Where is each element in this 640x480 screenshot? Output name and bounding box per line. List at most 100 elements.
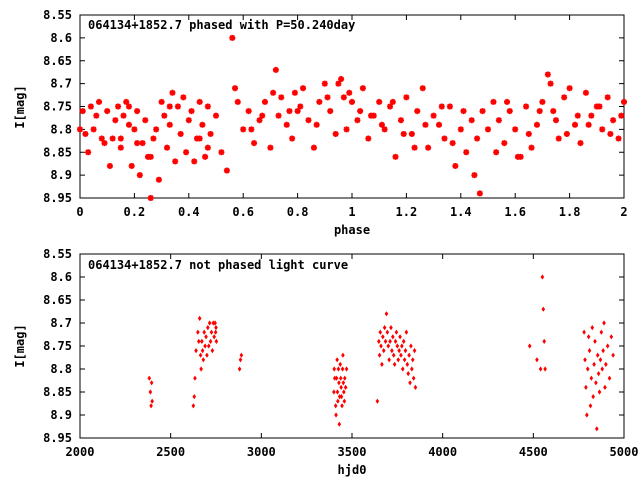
data-point <box>411 144 418 151</box>
x-tick-label: 1.2 <box>396 205 418 219</box>
data-point <box>139 140 146 147</box>
data-point <box>399 352 403 358</box>
data-point <box>177 130 184 137</box>
data-point <box>609 334 614 340</box>
data-point <box>385 329 390 335</box>
data-point <box>354 117 361 124</box>
data-point <box>338 361 343 367</box>
data-point <box>334 412 338 418</box>
data-point <box>150 398 154 404</box>
data-point <box>207 320 212 326</box>
data-point <box>339 394 344 400</box>
data-point <box>384 311 389 317</box>
data-point <box>601 348 605 354</box>
x-tick-label: 2 <box>620 205 627 219</box>
data-point <box>393 338 398 344</box>
data-point <box>104 108 111 115</box>
unphased-plot: 2000 2500 3000 3500 4000 4500 5000 8.55 8.6 8.65 8… <box>13 247 638 477</box>
data-point <box>201 357 206 363</box>
data-point <box>378 121 385 128</box>
data-point <box>336 398 340 404</box>
data-point <box>607 375 612 381</box>
data-point <box>544 71 551 78</box>
data-point <box>407 352 411 358</box>
data-point <box>267 144 274 151</box>
data-point <box>425 144 432 151</box>
data-point <box>474 135 481 142</box>
data-point <box>180 94 187 101</box>
data-point <box>599 329 604 335</box>
data-point <box>136 172 143 179</box>
data-point <box>392 361 397 367</box>
data-point <box>605 343 610 349</box>
data-point <box>553 117 559 124</box>
data-point <box>90 126 97 133</box>
data-point <box>452 162 459 169</box>
data-point <box>479 108 486 115</box>
data-point <box>604 361 608 367</box>
data-point <box>82 130 89 137</box>
data-point <box>389 325 393 331</box>
data-point <box>410 366 414 372</box>
data-point <box>196 329 200 335</box>
data-point <box>332 130 339 137</box>
data-point <box>213 320 217 326</box>
data-point <box>403 348 408 354</box>
data-point <box>272 66 279 73</box>
data-point <box>192 394 197 400</box>
unphased-plot-title: 064134+1852.7 not phased light curve <box>88 258 348 272</box>
phased-plot-xlabel: phase <box>334 223 370 237</box>
data-point <box>387 103 394 110</box>
data-point <box>476 190 483 197</box>
data-point <box>602 320 606 326</box>
y-tick-label: 8.6 <box>50 270 72 284</box>
data-point <box>340 366 345 372</box>
data-point <box>340 403 344 409</box>
data-point <box>403 94 410 101</box>
data-point <box>584 384 588 390</box>
data-point <box>321 80 328 87</box>
y-tick-label: 8.9 <box>50 168 72 182</box>
data-point <box>588 112 595 119</box>
y-tick-label: 8.95 <box>43 191 72 205</box>
data-point <box>563 130 570 137</box>
data-point <box>391 334 395 340</box>
x-tick-label: 1.8 <box>559 205 581 219</box>
data-point <box>199 366 203 372</box>
data-point <box>153 126 160 133</box>
data-point <box>512 126 519 133</box>
data-point <box>540 274 545 280</box>
phased-plot-title: 064134+1852.7 phased with P=50.240day <box>88 18 355 32</box>
data-point <box>589 375 594 381</box>
data-point <box>172 158 179 165</box>
data-point <box>313 121 320 128</box>
data-point <box>148 389 153 395</box>
data-point <box>166 121 173 128</box>
data-point <box>389 98 396 105</box>
data-point <box>214 325 218 331</box>
phased-plot: 0 0.2 0.4 0.6 0.8 1 1.2 1.4 1.6 1.8 2 8.55 8.6 8.65 8.… <box>13 8 628 237</box>
data-point <box>597 389 602 395</box>
data-point <box>289 135 296 142</box>
data-point <box>210 348 215 354</box>
data-point <box>457 126 464 133</box>
y-tick-label: 8.8 <box>50 122 72 136</box>
data-point <box>341 352 345 358</box>
data-point <box>174 103 181 110</box>
unphased-plot-ticks: 2000 2500 3000 3500 4000 4500 5000 8.55 8.6 8.65 8… <box>43 247 638 459</box>
data-point <box>109 135 116 142</box>
data-point <box>316 98 323 105</box>
data-point <box>206 343 211 349</box>
data-point <box>414 108 421 115</box>
data-point <box>401 338 406 344</box>
data-point <box>436 121 443 128</box>
data-point <box>261 98 268 105</box>
data-point <box>310 144 317 151</box>
y-tick-label: 8.85 <box>43 145 72 159</box>
data-point <box>106 162 113 169</box>
data-point <box>337 394 342 400</box>
data-point <box>169 89 176 96</box>
data-point <box>538 366 543 372</box>
data-point <box>335 357 339 363</box>
